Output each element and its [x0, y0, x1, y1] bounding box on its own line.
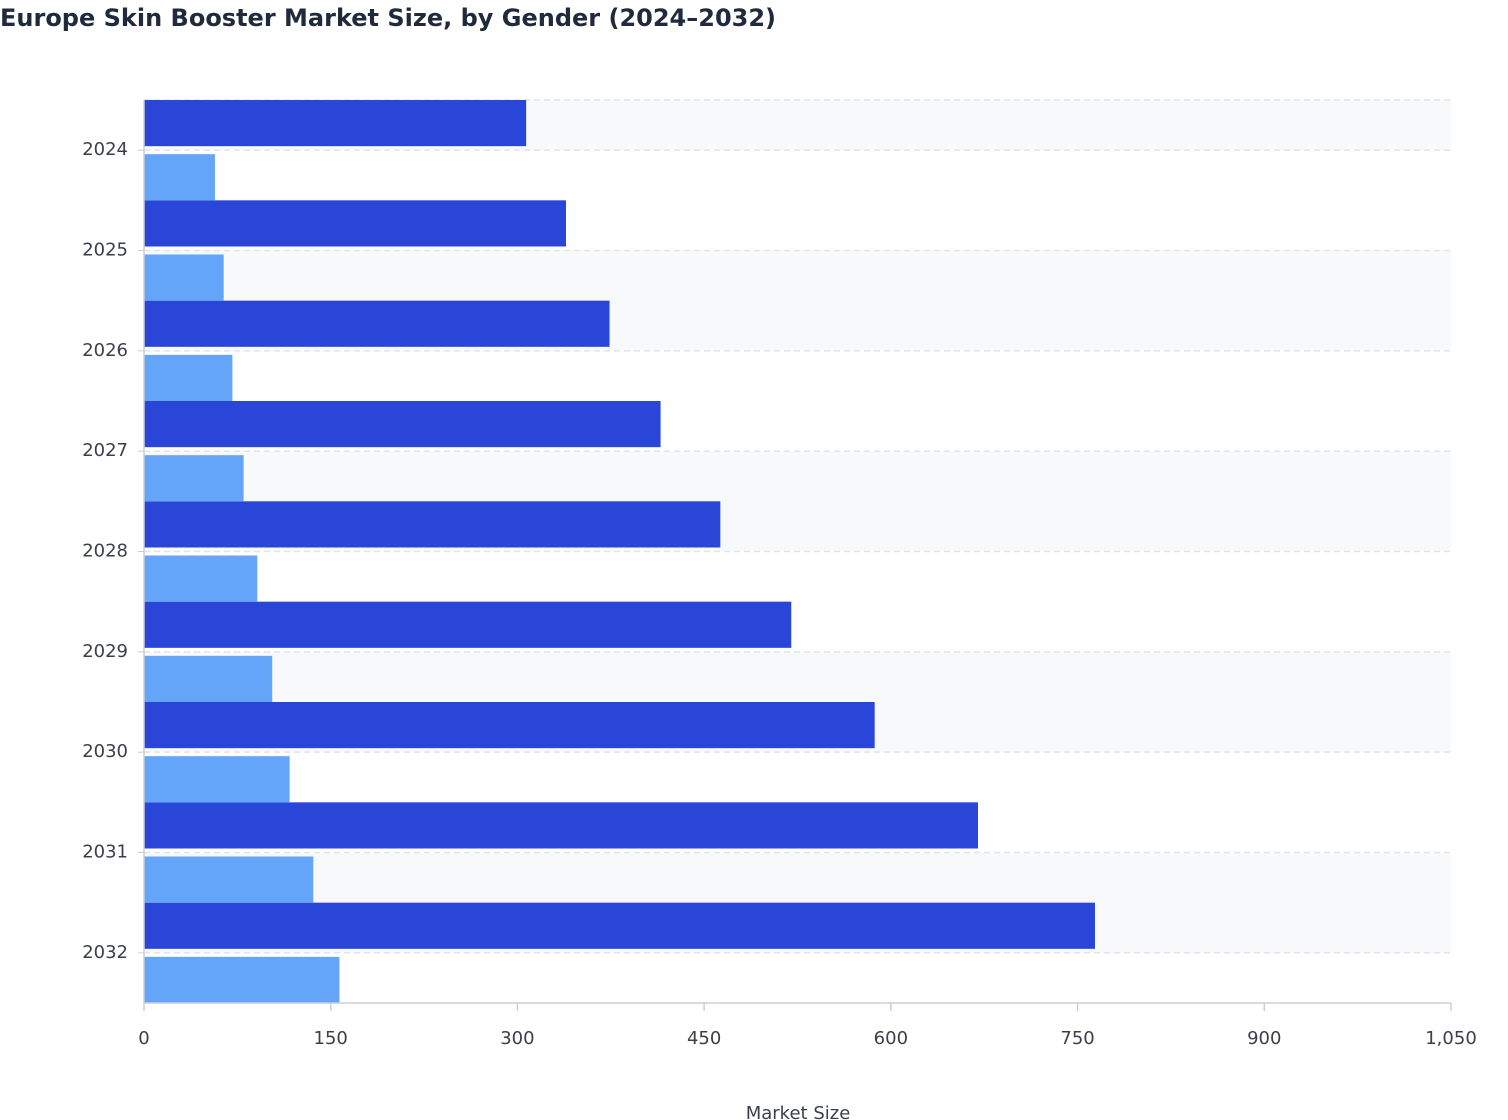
bar: [144, 455, 244, 502]
y-tick-label: 2031: [82, 842, 128, 863]
chart-title: Europe Skin Booster Market Size, by Gend…: [0, 4, 776, 32]
x-tick-label: 0: [138, 1028, 149, 1049]
bar: [144, 802, 978, 849]
bar: [144, 154, 215, 201]
x-tick-label: 1,050: [1425, 1028, 1477, 1049]
bar: [144, 354, 233, 401]
x-axis-title: Market Size: [746, 1103, 851, 1120]
x-tick-label: 450: [687, 1028, 721, 1049]
x-tick-label: 900: [1247, 1028, 1281, 1049]
bar: [144, 601, 792, 648]
y-tick-label: 2028: [82, 541, 128, 562]
x-tick-label: 300: [500, 1028, 534, 1049]
bar: [144, 956, 340, 1003]
bar: [144, 702, 875, 749]
y-tick-label: 2029: [82, 641, 128, 662]
y-tick-label: 2030: [82, 741, 128, 762]
y-tick-label: 2024: [82, 139, 128, 160]
bar: [144, 756, 290, 803]
y-tick-label: 2026: [82, 340, 128, 361]
bar: [144, 200, 566, 247]
y-tick-label: 2032: [82, 942, 128, 963]
bar: [144, 300, 610, 347]
bar: [144, 902, 1095, 949]
bar: [144, 555, 258, 602]
bar: [144, 100, 527, 147]
bar: [144, 655, 273, 702]
bar: [144, 254, 224, 301]
x-tick-label: 600: [874, 1028, 908, 1049]
bar: [144, 401, 661, 448]
x-tick-label: 150: [314, 1028, 348, 1049]
x-tick-label: 750: [1060, 1028, 1094, 1049]
bar: [144, 856, 314, 903]
y-tick-label: 2027: [82, 440, 128, 461]
bar: [144, 501, 721, 548]
y-tick-label: 2025: [82, 240, 128, 261]
